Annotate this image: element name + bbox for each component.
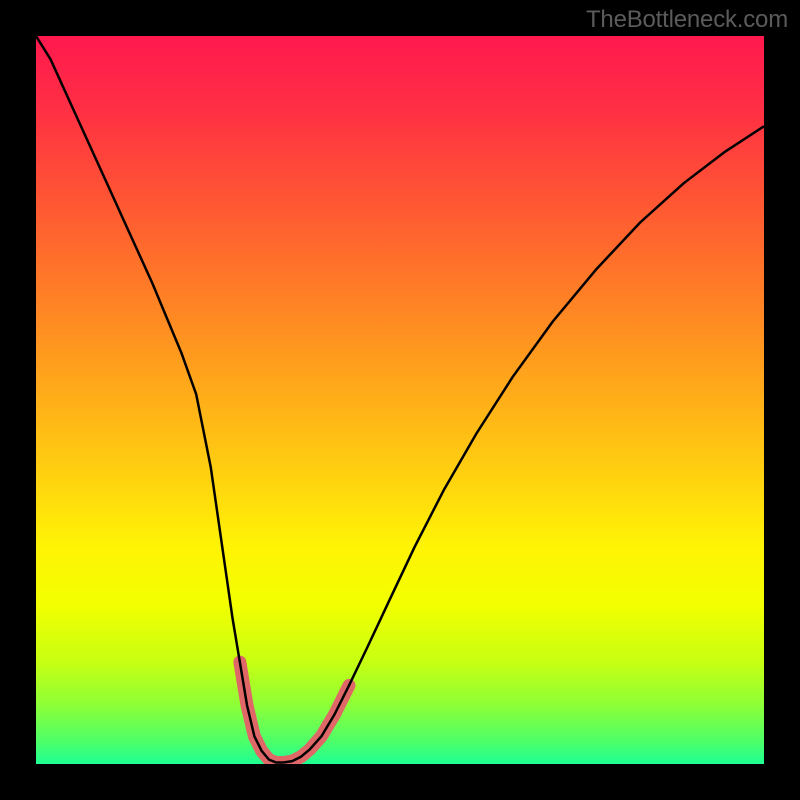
watermark-label: TheBottleneck.com [586,6,788,34]
gradient-svg [36,36,764,764]
plot-area [36,36,764,764]
chart-frame: TheBottleneck.com [0,0,800,800]
